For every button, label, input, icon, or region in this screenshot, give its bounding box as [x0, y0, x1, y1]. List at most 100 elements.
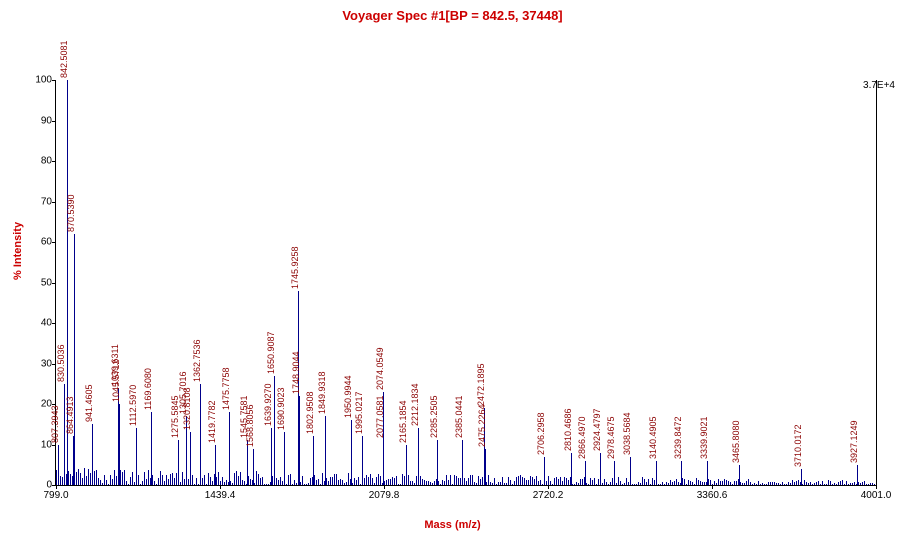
chart-title: Voyager Spec #1[BP = 842.5, 37448] [0, 8, 905, 23]
peak-label: 2475.2264 [477, 404, 487, 447]
peak-label: 1362.7536 [192, 339, 202, 382]
x-tick-mark [712, 485, 713, 489]
peak-line [274, 376, 275, 485]
y-tick-label: 10 [28, 439, 52, 450]
y-tick-label: 0 [28, 480, 52, 491]
x-tick-mark [876, 485, 877, 489]
peak-line [151, 412, 152, 485]
peak-label: 1112.5970 [128, 385, 138, 426]
peak-label: 2077.0581 [375, 396, 385, 439]
peak-line [801, 469, 802, 485]
peak-line [485, 449, 486, 485]
peak-label: 3038.5684 [622, 412, 632, 455]
peak-label: 3927.1249 [849, 420, 859, 463]
peak-line [656, 461, 657, 485]
x-tick-mark [548, 485, 549, 489]
peak-line [383, 440, 384, 485]
peak-line [681, 461, 682, 485]
peak-label: 3339.9021 [699, 416, 709, 459]
peak-label: 842.5081 [59, 40, 69, 78]
peak-label: 1650.9087 [266, 331, 276, 374]
peak-line [630, 457, 631, 485]
peak-label: 1802.9508 [305, 392, 315, 435]
peak-label: 1849.9318 [317, 372, 327, 415]
peak-label: 2866.4970 [577, 416, 587, 459]
peak-label: 1320.8108 [182, 388, 192, 431]
peak-line [313, 436, 314, 485]
y-tick-mark [52, 161, 56, 162]
y-tick-mark [52, 323, 56, 324]
y-tick-label: 50 [28, 277, 52, 288]
peak-label: 807.3943 [50, 405, 60, 443]
peak-line [92, 424, 93, 485]
peak-label: 2706.2958 [536, 412, 546, 455]
peak-label: 870.5390 [66, 194, 76, 232]
y-tick-mark [52, 242, 56, 243]
peak-line [544, 457, 545, 485]
peak-label: 3239.8472 [673, 416, 683, 459]
peak-line [600, 453, 601, 485]
peak-line [462, 440, 463, 485]
peak-label: 2165.1854 [398, 400, 408, 443]
peak-label: 1748.9044 [291, 351, 301, 394]
x-tick-label: 4001.0 [861, 490, 892, 501]
y-tick-label: 30 [28, 358, 52, 369]
x-tick-mark [384, 485, 385, 489]
peak-line [571, 453, 572, 485]
peak-line [284, 432, 285, 485]
peak-line [418, 428, 419, 485]
y-tick-mark [52, 121, 56, 122]
spectrum-plot-area: 0102030405060708090100799.01439.42079.82… [55, 80, 877, 486]
peak-line [614, 461, 615, 485]
peak-label: 1995.0217 [354, 392, 364, 435]
peak-line [351, 420, 352, 485]
peak-line [585, 461, 586, 485]
x-tick-mark [220, 485, 221, 489]
peak-label: 1639.9270 [263, 384, 273, 427]
peak-label: 1045.5712 [111, 359, 121, 402]
peak-label: 1475.7758 [221, 368, 231, 411]
peak-line [178, 440, 179, 485]
peak-label: 2810.4686 [563, 408, 573, 451]
x-tick-label: 3360.6 [697, 490, 728, 501]
y-axis-label: % Intensity [12, 222, 24, 280]
x-tick-label: 799.0 [43, 490, 68, 501]
y-tick-label: 100 [28, 75, 52, 86]
peak-label: 1690.9023 [276, 388, 286, 431]
peak-label: 2285.2505 [429, 396, 439, 439]
y-tick-label: 70 [28, 196, 52, 207]
peak-line [707, 461, 708, 485]
peak-label: 1419.7782 [207, 400, 217, 443]
peak-label: 3140.4905 [648, 416, 658, 459]
peak-label: 1950.9944 [343, 376, 353, 419]
peak-label: 2212.1834 [410, 384, 420, 427]
peak-line [299, 396, 300, 485]
peak-line [58, 445, 59, 486]
y-tick-label: 90 [28, 115, 52, 126]
peak-line [215, 445, 216, 486]
peak-line [739, 465, 740, 485]
peak-line [229, 412, 230, 485]
peak-line [362, 436, 363, 485]
y-tick-label: 80 [28, 156, 52, 167]
peak-label: 1568.8056 [245, 404, 255, 447]
y-tick-label: 40 [28, 318, 52, 329]
y-tick-mark [52, 80, 56, 81]
x-tick-label: 2720.2 [533, 490, 564, 501]
peak-line [136, 428, 137, 485]
peak-label: 3710.0172 [793, 424, 803, 467]
peak-label: 1169.6080 [143, 368, 153, 410]
peak-label: 941.4605 [84, 385, 94, 423]
peak-label: 2074.0549 [375, 347, 385, 390]
y-tick-mark [52, 283, 56, 284]
peak-label: 830.5036 [56, 344, 66, 382]
peak-label: 864.4913 [65, 397, 75, 435]
y-tick-label: 60 [28, 237, 52, 248]
peak-label: 1745.9258 [290, 246, 300, 289]
x-tick-mark [56, 485, 57, 489]
y-tick-mark [52, 202, 56, 203]
peak-line [271, 428, 272, 485]
peak-line [857, 465, 858, 485]
peak-line [190, 432, 191, 485]
peak-line [200, 384, 201, 485]
